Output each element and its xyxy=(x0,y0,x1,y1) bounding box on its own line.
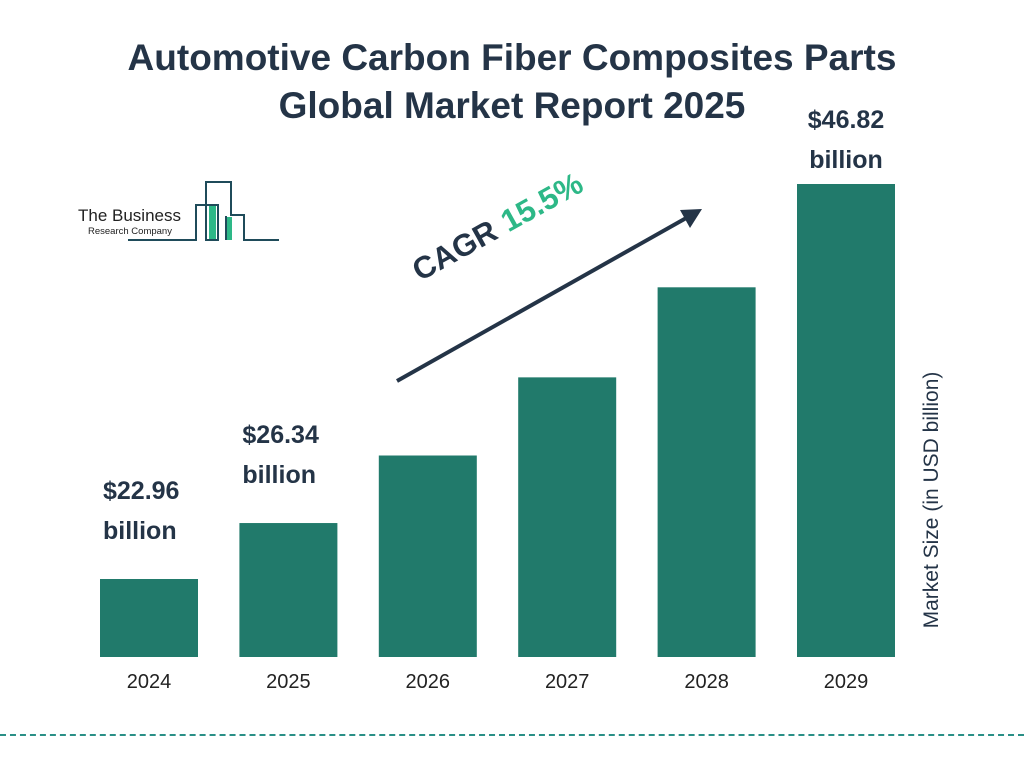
title-line-2: Global Market Report 2025 xyxy=(278,85,746,126)
x-tick-label: 2024 xyxy=(127,671,172,693)
logo-text-line1: The Business xyxy=(78,206,181,225)
company-logo: The Business Research Company xyxy=(78,180,288,245)
data-label-value: $46.82 xyxy=(808,106,884,134)
bar-2029 xyxy=(797,184,895,657)
logo-text-line2: Research Company xyxy=(88,226,172,237)
data-label-unit: billion xyxy=(242,461,316,489)
data-label-value: $26.34 xyxy=(242,421,319,449)
dashed-divider xyxy=(0,734,1024,736)
x-tick-label: 2029 xyxy=(824,671,869,693)
x-tick-label: 2028 xyxy=(684,671,729,693)
x-tick-label: 2027 xyxy=(545,671,590,693)
logo-buildings-icon xyxy=(128,181,279,241)
bar-2028 xyxy=(657,287,756,657)
title-line-1: Automotive Carbon Fiber Composites Parts xyxy=(127,37,897,78)
chart-title: Automotive Carbon Fiber Composites Parts… xyxy=(0,34,1024,130)
x-tick-label: 2025 xyxy=(266,671,311,693)
bar-2026 xyxy=(378,455,477,657)
bar-2027 xyxy=(518,377,617,657)
cagr-arrow-line xyxy=(396,215,689,383)
cagr-arrow-head-icon xyxy=(680,209,702,228)
data-label-value: $22.96 xyxy=(103,477,179,505)
bar-2024 xyxy=(100,579,198,657)
x-tick-label: 2026 xyxy=(406,671,451,693)
bar-2025 xyxy=(239,523,338,657)
y-axis-label: Market Size (in USD billion) xyxy=(920,371,943,629)
data-label-unit: billion xyxy=(809,146,883,174)
data-label-unit: billion xyxy=(103,517,177,545)
